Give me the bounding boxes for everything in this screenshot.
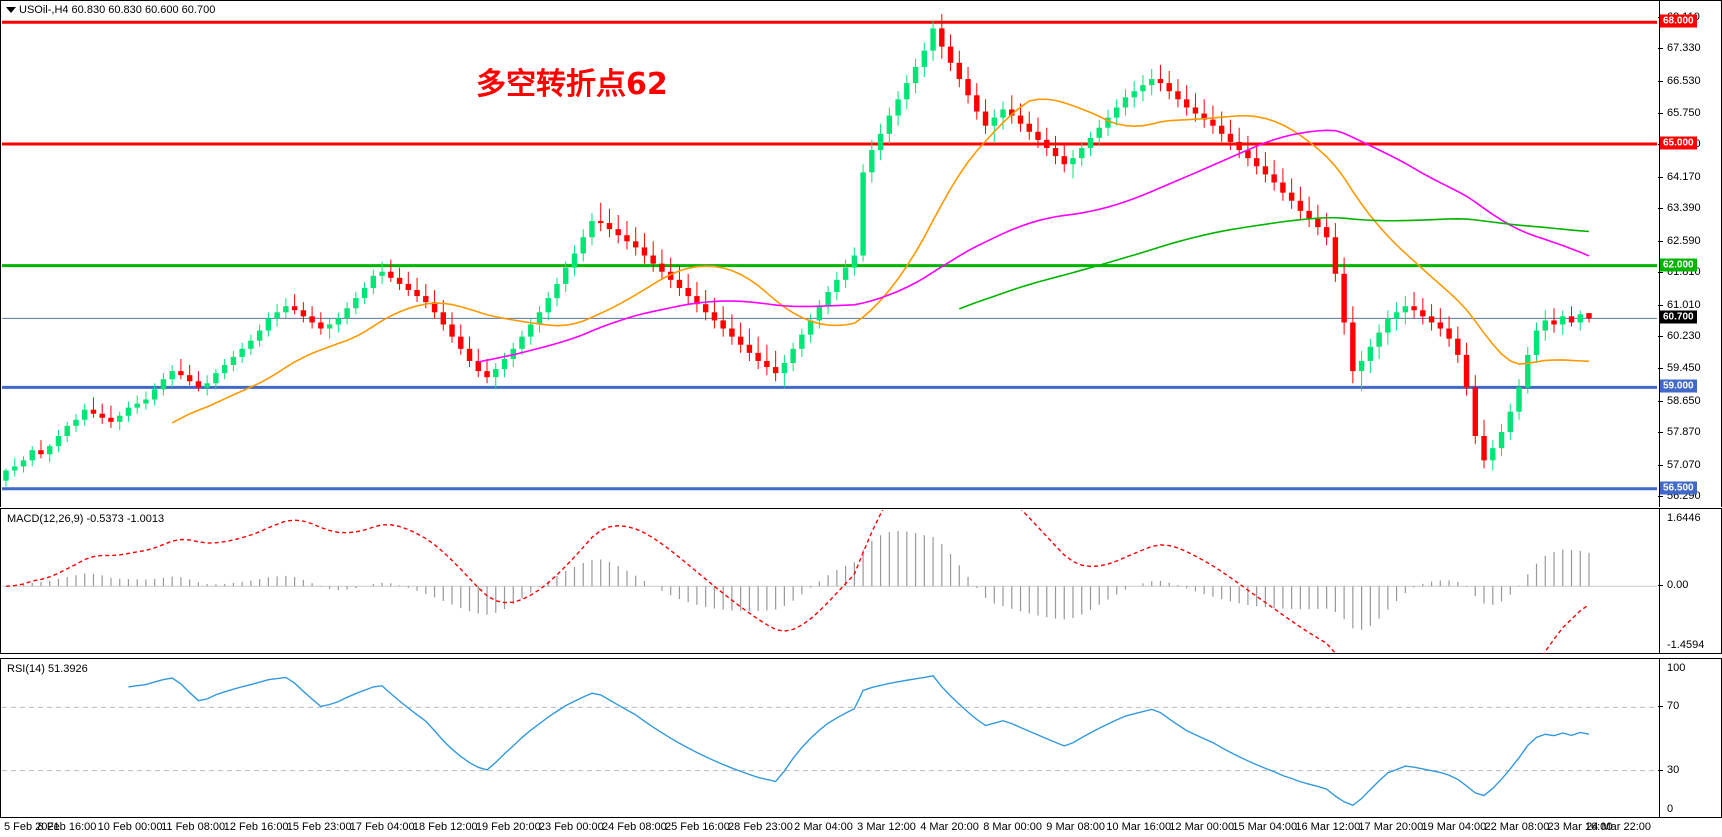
price-tick-label: 65.750 xyxy=(1667,106,1701,119)
price-candles-svg xyxy=(2,14,1659,491)
level-price-tag[interactable]: 56.500 xyxy=(1660,481,1697,495)
time-axis-label: 25 Feb 16:00 xyxy=(665,821,730,833)
price-tick-label: 62.590 xyxy=(1667,234,1701,247)
price-tick-mark xyxy=(1658,112,1663,114)
macd-y-axis[interactable]: 1.6446 0.00 -1.4594 xyxy=(1657,509,1721,653)
price-y-axis[interactable]: 68.11067.33066.53065.75064.97064.17063.3… xyxy=(1657,1,1721,507)
rsi-tick-mark xyxy=(1658,706,1663,708)
time-axis-label: 19 Feb 20:00 xyxy=(475,821,541,833)
chart-annotation-text: 多空转折点62 xyxy=(476,67,668,102)
price-tick-label: 59.450 xyxy=(1667,362,1701,375)
time-axis-label: 3 Mar 12:00 xyxy=(857,821,916,833)
rsi-tick-label: 100 xyxy=(1667,662,1686,674)
price-tick-label: 66.530 xyxy=(1667,74,1701,87)
time-axis-label: 10 Mar 16:00 xyxy=(1106,821,1172,833)
price-tick-label: 57.870 xyxy=(1667,426,1701,439)
rsi-tick-label: 70 xyxy=(1667,700,1680,713)
macd-tick-label: 1.6446 xyxy=(1667,512,1701,524)
level-price-tag[interactable]: 65.000 xyxy=(1660,136,1697,150)
time-axis-label: 28 Feb 23:00 xyxy=(728,821,793,833)
time-axis-label: 19 Mar 04:00 xyxy=(1421,821,1487,833)
time-axis-label: 8 Feb 16:00 xyxy=(37,821,97,833)
rsi-tick-label: 0 xyxy=(1667,803,1674,815)
time-axis-label: 10 Feb 00:00 xyxy=(97,821,163,833)
price-tick-mark xyxy=(1658,80,1663,82)
price-tick-mark xyxy=(1658,464,1663,466)
rsi-svg xyxy=(2,675,1659,807)
time-axis-label: 8 Mar 00:00 xyxy=(983,821,1042,833)
time-axis-label: 4 Mar 20:00 xyxy=(920,821,979,833)
current-price-tag[interactable]: 60.700 xyxy=(1660,310,1697,324)
price-tick-mark xyxy=(1658,304,1663,306)
time-axis-label: 12 Mar 00:00 xyxy=(1169,821,1235,833)
time-axis[interactable]: 5 Feb 2021 8 Feb 16:00 10 Feb 00:00 11 Feb … xyxy=(0,818,1722,837)
price-axis-separator xyxy=(1659,1,1660,507)
price-tick-mark xyxy=(1658,208,1663,210)
price-tick-label: 60.230 xyxy=(1667,330,1701,343)
time-axis-label: 24 Feb 08:00 xyxy=(601,821,667,833)
price-tick-mark xyxy=(1658,496,1663,498)
rsi-header-label: RSI(14) 51.3926 xyxy=(7,663,88,675)
price-tick-mark xyxy=(1658,240,1663,242)
price-tick-label: 61.010 xyxy=(1667,298,1701,311)
time-axis-label: 23 Mar 16:00 xyxy=(1547,821,1613,833)
price-tick-mark xyxy=(1658,400,1663,402)
price-plot-area[interactable] xyxy=(2,2,1659,507)
collapse-caret-icon[interactable] xyxy=(6,7,16,13)
price-tick-label: 58.650 xyxy=(1667,394,1701,407)
symbol-ohlc-label: USOil-,H4 60.830 60.830 60.600 60.700 xyxy=(19,4,216,16)
time-axis-label: 9 Mar 08:00 xyxy=(1046,821,1105,833)
price-panel[interactable]: USOil-,H4 60.830 60.830 60.600 60.700 68… xyxy=(0,0,1722,507)
rsi-panel[interactable]: RSI(14) 51.3926 100 70 30 0 xyxy=(0,658,1722,818)
macd-tick-label: -1.4594 xyxy=(1667,639,1705,651)
macd-tick-label: 0.00 xyxy=(1667,579,1689,592)
macd-panel[interactable]: MACD(12,26,9) -0.5373 -1.0013 1.6446 0.00… xyxy=(0,508,1722,654)
level-price-tag[interactable]: 59.000 xyxy=(1660,379,1697,393)
macd-svg xyxy=(2,510,1659,654)
level-price-tag[interactable]: 62.000 xyxy=(1660,258,1697,272)
macd-header-label: MACD(12,26,9) -0.5373 -1.0013 xyxy=(7,513,165,525)
price-tick-label: 64.170 xyxy=(1667,170,1701,183)
rsi-plot-area[interactable] xyxy=(2,660,1659,818)
price-tick-label: 67.330 xyxy=(1667,42,1701,55)
price-tick-mark xyxy=(1658,336,1663,338)
time-axis-label: 23 Feb 00:00 xyxy=(538,821,604,833)
time-axis-label: 17 Mar 20:00 xyxy=(1358,821,1424,833)
time-axis-label: 18 Feb 12:00 xyxy=(412,821,478,833)
time-axis-label: 22 Mar 08:00 xyxy=(1484,821,1550,833)
macd-tick-mark xyxy=(1658,585,1663,587)
time-axis-label: 12 Feb 16:00 xyxy=(223,821,289,833)
price-tick-mark xyxy=(1658,176,1663,178)
price-tick-mark xyxy=(1658,48,1663,50)
rsi-tick-mark xyxy=(1658,769,1663,771)
level-price-tag[interactable]: 68.000 xyxy=(1660,14,1697,28)
time-axis-label: 16 Mar 12:00 xyxy=(1295,821,1361,833)
time-axis-label: 15 Mar 04:00 xyxy=(1232,821,1298,833)
time-axis-label: 5 Feb 2021 xyxy=(4,821,60,833)
rsi-tick-label: 30 xyxy=(1667,763,1680,776)
rsi-axis-separator xyxy=(1659,659,1660,817)
time-axis-label: 11 Feb 08:00 xyxy=(161,821,226,833)
price-tick-mark xyxy=(1658,432,1663,434)
price-tick-label: 63.390 xyxy=(1667,202,1701,215)
time-axis-label: 17 Feb 04:00 xyxy=(349,821,415,833)
time-axis-label: 2 Mar 04:00 xyxy=(794,821,853,833)
price-tick-mark xyxy=(1658,272,1663,274)
price-tick-label: 57.070 xyxy=(1667,458,1701,471)
time-axis-label: 15 Feb 23:00 xyxy=(286,821,352,833)
rsi-y-axis[interactable]: 100 70 30 0 xyxy=(1657,659,1721,817)
price-tick-mark xyxy=(1658,368,1663,370)
macd-axis-separator xyxy=(1659,509,1660,653)
time-axis-label: 24 Mar 22:00 xyxy=(1586,821,1651,833)
macd-plot-area[interactable] xyxy=(2,510,1659,654)
